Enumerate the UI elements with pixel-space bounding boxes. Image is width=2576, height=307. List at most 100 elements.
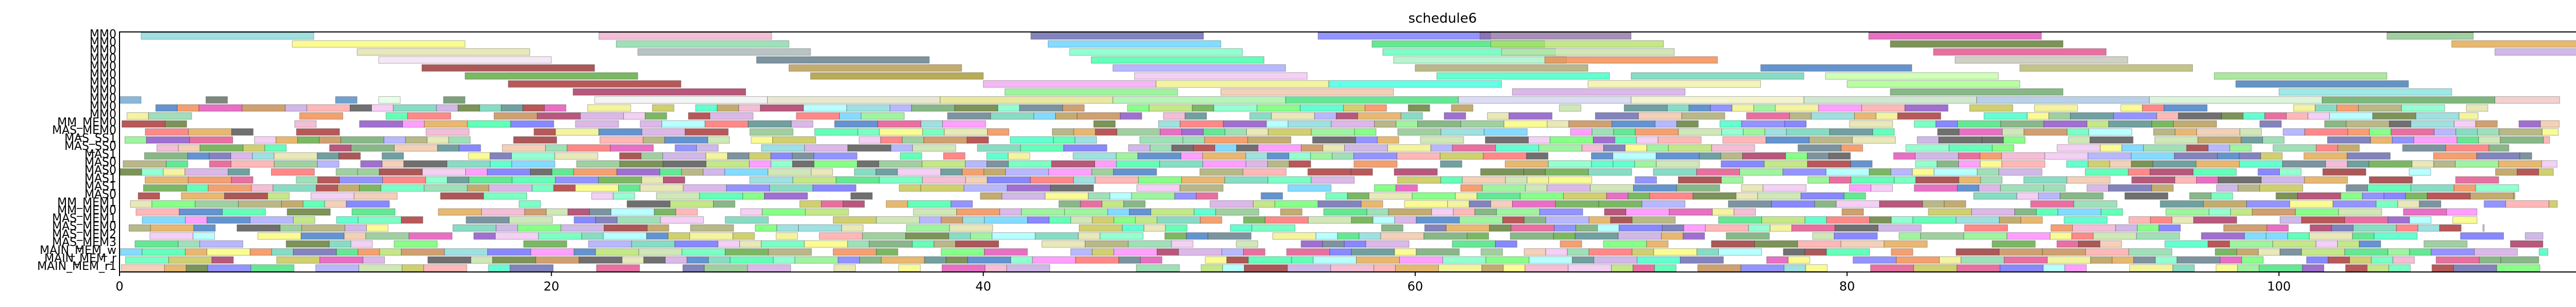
task-bar	[1364, 104, 1387, 112]
task-bar	[274, 160, 318, 168]
task-bar	[1545, 248, 1568, 256]
task-bar	[1740, 264, 1785, 272]
task-bar	[1655, 120, 1677, 128]
task-bar	[686, 256, 709, 264]
task-bar	[1613, 128, 1636, 136]
task-bar	[2208, 240, 2230, 248]
task-bar	[2089, 136, 2133, 144]
task-bar	[2455, 128, 2478, 136]
task-bar	[2524, 232, 2544, 240]
task-bar	[1719, 120, 1742, 128]
task-bar	[1798, 144, 1842, 152]
task-bar	[1118, 256, 1141, 264]
task-bar	[1791, 224, 1836, 232]
task-bar	[421, 64, 595, 72]
task-bar	[2154, 136, 2198, 144]
task-bar	[962, 168, 985, 176]
task-bar	[2387, 248, 2410, 256]
task-bar	[1431, 208, 1454, 216]
task-bar	[1192, 104, 1214, 112]
task-bar	[1955, 56, 2128, 64]
task-bar	[1010, 136, 1054, 144]
task-bar	[880, 136, 903, 144]
task-bar	[726, 184, 770, 192]
task-bar	[1112, 64, 1286, 72]
task-bar	[1668, 144, 1712, 152]
task-bar	[1548, 176, 1592, 184]
task-bar	[1483, 152, 1527, 160]
task-bar	[1208, 232, 1251, 240]
task-bar	[1871, 184, 1893, 192]
task-bar	[1135, 216, 1158, 224]
task-bar	[2434, 128, 2456, 136]
task-bar	[944, 128, 988, 136]
task-bar	[1846, 80, 2020, 88]
task-bar	[423, 184, 468, 192]
task-bar	[2142, 104, 2164, 112]
task-bar	[1350, 168, 1373, 176]
task-bar	[652, 104, 674, 112]
task-bar	[599, 136, 643, 144]
task-bar	[1606, 192, 1629, 200]
task-bar	[877, 120, 922, 128]
task-bar	[704, 120, 749, 128]
task-bar	[1998, 248, 2043, 256]
task-bar	[920, 184, 964, 192]
task-bar	[1661, 232, 1684, 240]
task-bar	[611, 208, 655, 216]
task-bar	[1797, 240, 1841, 248]
task-bar	[1095, 176, 1139, 184]
task-bar	[984, 216, 1028, 224]
task-bar	[2349, 256, 2372, 264]
task-bar	[1588, 168, 1632, 176]
task-bar	[760, 104, 804, 112]
task-bar	[267, 192, 290, 200]
task-bar	[685, 128, 729, 136]
task-bar	[810, 168, 833, 176]
task-bar	[1523, 168, 1546, 176]
task-bar	[575, 120, 619, 128]
task-bar	[1171, 240, 1194, 248]
task-bar	[206, 96, 228, 104]
task-bar	[1267, 128, 1312, 136]
task-bar	[755, 224, 777, 232]
task-bar	[156, 144, 179, 152]
task-bar	[1692, 192, 1737, 200]
task-bar	[921, 120, 943, 128]
task-bar	[436, 104, 459, 112]
task-bar	[2178, 112, 2222, 120]
task-bar	[2043, 264, 2065, 272]
task-bar	[2047, 256, 2091, 264]
task-bar	[1131, 192, 1175, 200]
task-bar	[1545, 168, 1589, 176]
task-bar	[1128, 144, 1150, 152]
task-bar	[1912, 168, 1935, 176]
task-bar	[1286, 248, 1330, 256]
task-bar	[2237, 264, 2260, 272]
task-bar	[1377, 136, 1399, 144]
task-bar	[1656, 160, 1700, 168]
task-bar	[2321, 96, 2496, 104]
task-bar	[1243, 168, 1287, 176]
task-bar	[1395, 264, 1439, 272]
task-bar	[242, 104, 286, 112]
task-bar	[2478, 136, 2501, 144]
task-bar	[2499, 128, 2543, 136]
task-bar	[1412, 192, 1456, 200]
task-bar	[879, 176, 923, 184]
task-bar	[2260, 152, 2283, 160]
task-bar	[119, 96, 142, 104]
task-bar	[1007, 184, 1051, 192]
task-bar	[2246, 200, 2290, 208]
task-bar	[2038, 192, 2060, 200]
task-bar	[798, 224, 842, 232]
task-bar	[468, 176, 513, 184]
row-label: MM0	[90, 28, 116, 41]
task-bar	[941, 264, 986, 272]
task-bar	[145, 128, 189, 136]
task-bar	[821, 200, 843, 208]
task-bar	[1612, 120, 1656, 128]
task-bar	[1328, 80, 1502, 88]
task-bar	[695, 104, 718, 112]
task-bar	[768, 248, 812, 256]
